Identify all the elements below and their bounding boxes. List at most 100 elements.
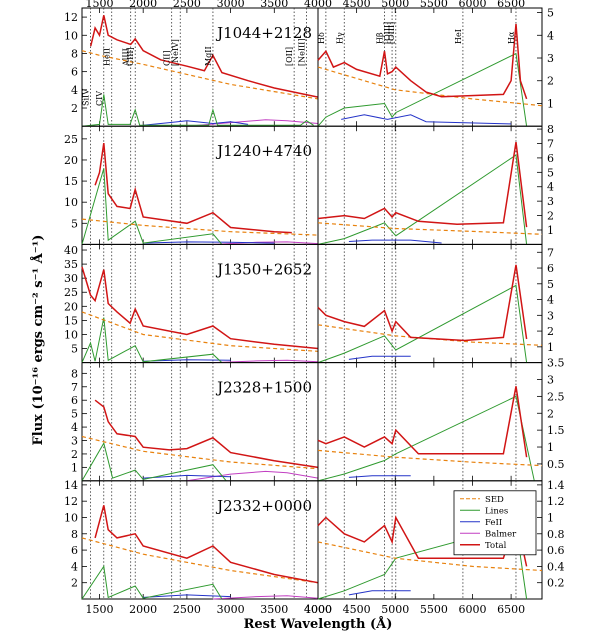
x-tick-label: 3500 — [260, 603, 288, 616]
y-tick-label: 8 — [71, 528, 78, 541]
feii-series — [341, 114, 512, 125]
feii-series — [143, 120, 249, 126]
panel-name: J2332+0000 — [215, 497, 312, 515]
x-tick-label: 3000 — [217, 0, 245, 10]
y-tick-label: 6 — [547, 262, 554, 275]
y-tick-label: 8 — [547, 123, 554, 136]
y-tick-label: 3.5 — [547, 357, 565, 370]
balmer-series — [186, 119, 319, 127]
y-tick-label: 0.8 — [547, 528, 565, 541]
sed-series — [81, 218, 319, 236]
total-series — [89, 15, 319, 98]
total-series — [94, 399, 319, 469]
line-marker-label: Hγ — [335, 32, 344, 44]
total-series — [317, 141, 528, 228]
y-tick-label: 4 — [547, 294, 554, 307]
feii-series — [143, 359, 231, 362]
y-tick-label: 2 — [547, 407, 554, 420]
y-tick-label: 6 — [71, 66, 78, 79]
sed-series — [81, 537, 319, 584]
legend-label: Lines — [485, 506, 508, 516]
y-tick-label: 7 — [71, 381, 78, 394]
line-marker-label: Hα — [507, 31, 516, 44]
x-tick-label: 6500 — [497, 603, 525, 616]
y-tick-label: 6 — [547, 152, 554, 165]
feii-series — [348, 239, 442, 244]
x-tick-label: 6000 — [458, 603, 486, 616]
lines-series — [317, 52, 528, 127]
y-tick-label: 1 — [547, 97, 554, 110]
total-series — [317, 264, 528, 342]
lines-series — [81, 168, 223, 245]
y-tick-label: 1 — [71, 461, 78, 474]
y-tick-label: 5 — [71, 343, 78, 356]
feii-series — [143, 594, 231, 598]
feii-series — [348, 590, 411, 596]
y-tick-label: 2 — [547, 210, 554, 223]
x-tick-label: 4000 — [304, 603, 332, 616]
y-tick-label: 30 — [64, 272, 78, 285]
line-marker-label: HeII — [103, 48, 112, 66]
lines-series — [81, 441, 227, 482]
y-tick-label: 12 — [64, 495, 78, 508]
panel-name: J1350+2652 — [215, 260, 312, 278]
x-tick-label: 5500 — [420, 0, 448, 10]
y-tick-label: 1 — [547, 441, 554, 454]
y-tick-label: 7 — [547, 137, 554, 150]
line-marker-label: CII] — [163, 50, 172, 66]
panel-frame-right — [317, 125, 543, 245]
x-tick-label: 3500 — [260, 0, 288, 10]
y-tick-label: 0.6 — [547, 544, 565, 557]
x-tick-label: 4000 — [304, 603, 332, 616]
x-tick-label: 4500 — [343, 0, 371, 10]
x-tick-label: 5000 — [381, 603, 409, 616]
sed-series — [81, 50, 319, 100]
y-tick-label: 5 — [547, 7, 554, 20]
lines-series — [317, 284, 528, 364]
sed-series — [81, 435, 319, 470]
y-tick-label: 1.2 — [547, 495, 565, 508]
x-tick-label: 2500 — [173, 0, 201, 10]
x-tick-label: 6500 — [497, 0, 525, 10]
line-marker-label: [OII] — [285, 47, 294, 66]
feii-series — [143, 474, 231, 479]
y-tick-label: 5 — [547, 166, 554, 179]
y-tick-label: 3 — [547, 373, 554, 386]
y-tick-label: 0.4 — [547, 560, 565, 573]
y-tick-label: 2 — [71, 577, 78, 590]
y-tick-label: 2 — [71, 448, 78, 461]
legend-label: Balmer — [485, 529, 517, 539]
sed-series — [81, 311, 319, 352]
x-axis-label: Rest Wavelength (Å) — [244, 616, 393, 632]
x-tick-label: 5500 — [420, 603, 448, 616]
y-tick-label: 20 — [64, 300, 78, 313]
y-tick-label: 14 — [64, 479, 78, 492]
panel-name: J2328+1500 — [215, 379, 312, 397]
y-axis-label: Flux (10⁻¹⁶ ergs cm⁻² s⁻¹ Å⁻¹) — [30, 235, 46, 446]
x-tick-label: 2500 — [173, 603, 201, 616]
y-tick-label: 1 — [547, 341, 554, 354]
x-tick-label: 2000 — [129, 0, 157, 10]
y-tick-label: 25 — [64, 286, 78, 299]
line-marker-label: HeI — [454, 29, 463, 44]
sed-series — [317, 449, 543, 467]
lines-series — [81, 94, 314, 127]
panel-frame-right — [317, 362, 543, 482]
x-tick-label: 1500 — [85, 0, 113, 10]
legend-label: SED — [485, 495, 504, 505]
x-tick-label: 6000 — [458, 0, 486, 10]
x-tick-label: 4500 — [343, 603, 371, 616]
y-tick-label: 4 — [71, 560, 78, 573]
y-tick-label: 0.5 — [547, 458, 565, 471]
y-tick-label: 1 — [547, 511, 554, 524]
total-series — [317, 23, 528, 100]
balmer-series — [213, 359, 319, 364]
y-tick-label: 12 — [64, 11, 78, 24]
line-marker-label: CIII] — [126, 47, 135, 66]
lines-series — [81, 565, 223, 600]
balmer-series — [213, 241, 319, 245]
y-tick-label: 8 — [71, 367, 78, 380]
line-marker-label: SiIV — [81, 89, 90, 106]
panel-frame-right — [317, 243, 543, 364]
